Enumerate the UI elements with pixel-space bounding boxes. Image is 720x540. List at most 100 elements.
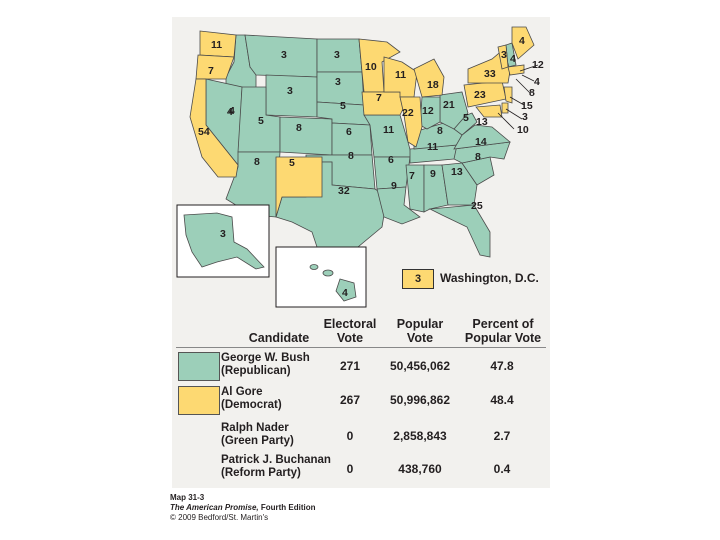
votes-south-dakota: 3	[335, 76, 341, 88]
leader-line-new-jersey	[509, 96, 525, 106]
state-iowa	[361, 91, 405, 116]
votes-nebraska: 5	[340, 100, 346, 112]
row-bush-popular: 50,456,062	[389, 359, 451, 373]
caption-book-title: The American Promise,	[170, 503, 259, 512]
state-oregon	[195, 54, 235, 80]
state-virginia	[453, 124, 511, 150]
state-louisiana	[376, 186, 421, 225]
leader-line-connecticut	[515, 78, 531, 94]
votes-indiana: 12	[422, 105, 434, 117]
header-popular: Popular Vote	[390, 317, 450, 345]
votes-texas: 32	[338, 185, 350, 197]
votes-ohio: 21	[443, 99, 455, 111]
votes-maine: 4	[519, 35, 525, 47]
votes-utah: 5	[258, 115, 264, 127]
state-colorado	[279, 116, 333, 156]
row-gore-candidate: Al Gore (Democrat)	[221, 386, 282, 412]
votes-iowa: 7	[376, 92, 382, 104]
votes-california: 54	[198, 126, 210, 138]
header-popular-line1: Popular	[396, 317, 444, 331]
votes-montana: 3	[281, 49, 287, 61]
state-new-jersey	[503, 86, 513, 104]
row-nader-popular: 2,858,843	[393, 429, 447, 443]
votes-georgia: 13	[451, 166, 463, 178]
votes-north-dakota: 3	[334, 49, 340, 61]
row-buchanan-percent: 0.4	[493, 462, 511, 476]
row-nader-party: (Green Party)	[221, 435, 294, 447]
header-percent-line2: Popular Vote	[464, 331, 542, 345]
caption-book-line: The American Promise, Fourth Edition	[170, 503, 316, 513]
votes-hawaii: 4	[342, 287, 348, 299]
votes-vermont: 3	[501, 49, 507, 61]
votes-alaska: 3	[220, 228, 226, 240]
header-candidate: Candidate	[248, 331, 310, 345]
votes-north-carolina: 14	[475, 136, 487, 148]
votes-wisconsin: 11	[395, 69, 406, 81]
votes-connecticut: 8	[529, 87, 535, 99]
header-electoral-line2: Vote	[336, 331, 364, 345]
electoral-map: 11 7 54 4 4 3 3 5 8 8 5 3 3 5 6 8 32 10 …	[176, 26, 544, 308]
state-new-mexico	[275, 156, 323, 218]
state-alabama	[423, 164, 449, 213]
header-electoral-line1: Electoral	[323, 317, 377, 331]
votes-arkansas: 6	[388, 154, 394, 166]
votes-arizona: 8	[254, 156, 260, 168]
state-hawaii	[335, 278, 357, 302]
votes-louisiana: 9	[391, 180, 397, 192]
votes-oregon: 7	[208, 65, 214, 77]
row-nader-name: Ralph Nader	[221, 422, 289, 434]
votes-mississippi: 7	[409, 170, 415, 182]
votes-alabama: 9	[430, 168, 436, 180]
dc-votes-box: 3	[402, 269, 434, 289]
votes-massachusetts: 12	[532, 59, 544, 71]
votes-kansas: 6	[346, 126, 352, 138]
caption-map-number: Map 31-3	[170, 493, 205, 502]
map-panel: 11 7 54 4 4 3 3 5 8 8 5 3 3 5 6 8 32 10 …	[172, 17, 550, 488]
row-buchanan-candidate: Patrick J. Buchanan (Reform Party)	[221, 454, 331, 480]
row-bush-party: (Republican)	[221, 365, 291, 377]
row-buchanan-electoral: 0	[346, 462, 354, 476]
state-minnesota	[358, 38, 401, 93]
votes-colorado: 8	[296, 122, 302, 134]
header-percent-line1: Percent of	[472, 317, 534, 331]
votes-new-mexico: 5	[289, 157, 295, 169]
row-bush-percent: 47.8	[490, 359, 514, 373]
votes-delaware: 3	[522, 111, 528, 123]
votes-tennessee: 11	[427, 141, 438, 153]
votes-rhode-island: 4	[534, 76, 540, 88]
votes-minnesota: 10	[365, 61, 377, 73]
votes-new-jersey: 15	[521, 100, 533, 112]
state-alaska	[183, 212, 265, 270]
state-michigan	[413, 58, 445, 98]
leader-line-maryland	[497, 112, 515, 130]
votes-new-york: 33	[484, 68, 496, 80]
row-buchanan-party: (Reform Party)	[221, 467, 301, 479]
row-gore-name: Al Gore	[221, 386, 263, 398]
row-buchanan-popular: 438,760	[398, 462, 442, 476]
votes-missouri: 11	[383, 124, 394, 136]
votes-idaho: 4	[229, 105, 235, 117]
dc-label: Washington, D.C.	[440, 271, 539, 285]
state-california	[189, 78, 239, 178]
caption-copyright: © 2009 Bedford/St. Martin's	[170, 513, 269, 522]
row-nader-candidate: Ralph Nader (Green Party)	[221, 422, 294, 448]
votes-wyoming: 3	[287, 85, 293, 97]
state-delaware	[501, 102, 509, 114]
hawaii-island-maui	[322, 269, 334, 277]
votes-michigan: 18	[427, 79, 439, 91]
header-percent: Percent of Popular Vote	[460, 317, 546, 345]
leader-line-massachusetts	[519, 64, 539, 72]
votes-pennsylvania: 23	[474, 89, 486, 101]
leader-line-rhode-island	[521, 74, 535, 82]
caption-edition: Fourth Edition	[258, 503, 316, 512]
row-buchanan-name: Patrick J. Buchanan	[221, 454, 331, 466]
row-bush-electoral: 271	[339, 359, 361, 373]
row-gore-percent: 48.4	[490, 393, 514, 407]
state-illinois	[399, 96, 423, 148]
header-divider	[176, 347, 546, 348]
state-maine	[511, 26, 535, 60]
header-popular-line2: Vote	[406, 331, 434, 345]
votes-florida: 25	[471, 200, 483, 212]
votes-west-virginia: 5	[463, 112, 469, 124]
row-gore-popular: 50,996,862	[389, 393, 451, 407]
